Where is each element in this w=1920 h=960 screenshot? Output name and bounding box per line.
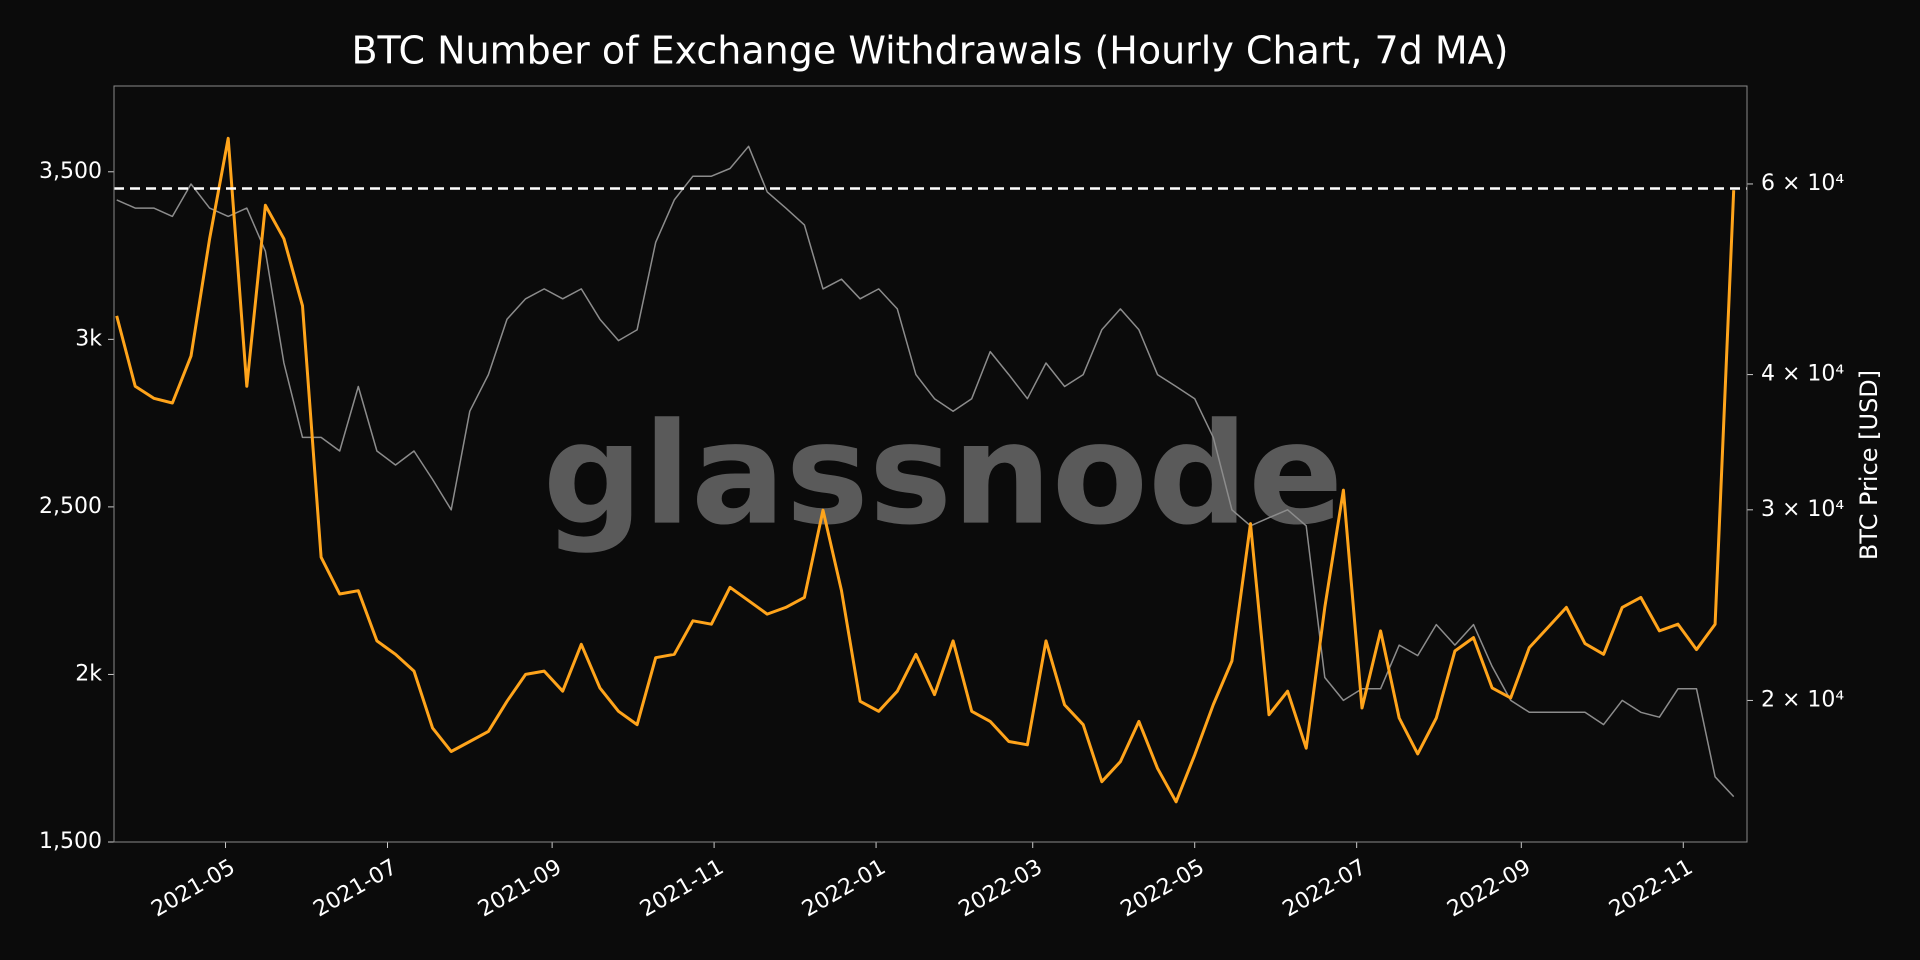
y2-axis-label: BTC Price [USD]	[1855, 370, 1883, 560]
chart-title: BTC Number of Exchange Withdrawals (Hour…	[351, 29, 1508, 73]
y2-tick-label: 6 × 10⁴	[1761, 171, 1844, 196]
series-line	[116, 145, 1735, 798]
y-tick-label: 3k	[75, 326, 102, 351]
series-line	[115, 136, 1736, 804]
y-tick-label: 2k	[75, 661, 102, 686]
y-tick-label: 1,500	[39, 829, 102, 854]
watermark: glassnode	[543, 394, 1343, 557]
y-tick-label: 2,500	[39, 494, 102, 519]
plot-frame	[113, 85, 1748, 843]
y2-tick-label: 4 × 10⁴	[1761, 362, 1844, 387]
y2-tick-label: 2 × 10⁴	[1761, 687, 1844, 712]
y2-tick-label: 3 × 10⁴	[1761, 497, 1844, 522]
y-tick-label: 3,500	[39, 159, 102, 184]
